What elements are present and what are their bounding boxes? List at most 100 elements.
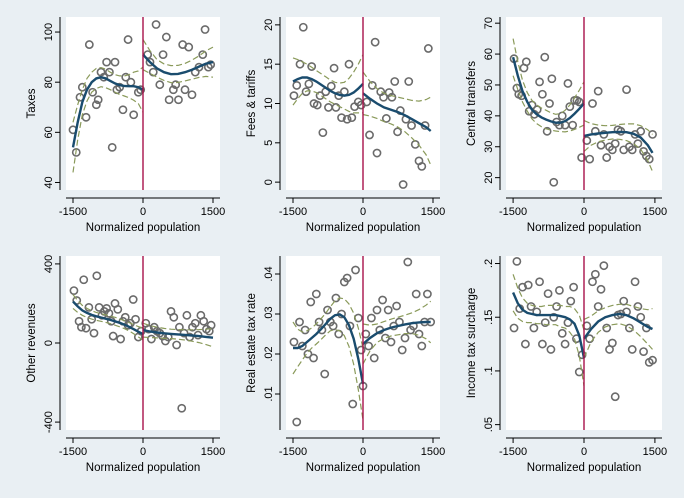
ci-upper-right	[142, 39, 214, 67]
data-point	[582, 136, 592, 145]
x-axis-title: Normalized population	[527, 462, 641, 474]
y-tick-label: 60	[483, 48, 495, 60]
data-point	[348, 399, 358, 409]
data-point	[599, 261, 609, 271]
data-point	[307, 62, 317, 71]
ci-lower-right	[362, 113, 432, 166]
ci-lower-left	[72, 307, 144, 341]
y-tick-label: .02	[263, 346, 275, 361]
data-point	[344, 59, 354, 69]
data-point	[403, 257, 413, 267]
data-point	[523, 280, 533, 290]
data-point	[590, 269, 600, 279]
ci-upper-left	[292, 297, 364, 349]
data-point	[557, 328, 567, 338]
data-point	[538, 339, 547, 349]
data-point	[312, 100, 322, 110]
data-point	[381, 114, 391, 123]
data-point	[89, 328, 99, 338]
x-tick-label: 0	[140, 446, 146, 458]
data-point	[366, 313, 376, 323]
y-tick-label: .1	[483, 366, 495, 375]
data-point	[301, 87, 311, 97]
ci-upper-left	[512, 38, 585, 115]
data-point	[292, 81, 302, 90]
ci-lower-left	[512, 310, 585, 387]
x-axis-title: Normalized population	[306, 222, 420, 234]
data-point	[180, 85, 190, 95]
x-tick-label: -1500	[59, 206, 87, 218]
data-point	[380, 333, 390, 343]
data-point	[529, 323, 539, 333]
data-point	[121, 72, 131, 82]
data-point	[411, 289, 421, 299]
data-point	[171, 80, 181, 90]
y-tick-label: 50	[483, 79, 495, 91]
data-point	[361, 329, 371, 339]
data-point	[543, 289, 553, 298]
data-point	[560, 339, 570, 349]
x-tick-label: 1500	[201, 206, 225, 218]
data-point	[393, 127, 402, 137]
data-point	[386, 337, 396, 347]
data-point	[81, 323, 91, 333]
fit-line-left	[72, 300, 144, 336]
data-point	[79, 275, 89, 285]
data-point	[151, 20, 161, 29]
y-tick-label: 20	[483, 172, 495, 184]
data-point	[182, 310, 192, 320]
data-point	[565, 102, 575, 111]
y-tick-label: 400	[43, 255, 55, 273]
ci-upper-right	[583, 303, 653, 320]
data-point	[369, 353, 379, 363]
data-point	[538, 89, 547, 99]
data-point	[372, 305, 382, 315]
data-point	[630, 277, 640, 287]
data-point	[566, 296, 576, 306]
fit-line-right	[583, 312, 653, 340]
data-point	[311, 289, 321, 299]
fit-line-right	[362, 92, 432, 132]
data-point	[174, 95, 183, 105]
data-point	[295, 317, 304, 327]
data-point	[107, 142, 117, 152]
data-point	[337, 113, 346, 123]
data-point	[88, 87, 97, 97]
data-point	[574, 97, 584, 107]
y-axis-title: Fees & tariffs	[246, 69, 258, 137]
ci-upper-right	[583, 119, 653, 135]
data-point	[342, 114, 352, 124]
y-tick-label: .04	[263, 266, 275, 281]
data-point	[155, 80, 165, 90]
data-point	[342, 273, 352, 283]
data-point	[328, 321, 338, 331]
data-point	[390, 77, 400, 86]
y-tick-label: .05	[483, 417, 495, 432]
data-point	[639, 347, 648, 356]
x-tick-label: 1500	[421, 446, 445, 458]
data-point	[323, 305, 332, 315]
data-point	[404, 77, 414, 86]
x-tick-label: 1500	[421, 206, 445, 218]
data-point	[555, 285, 564, 295]
data-point	[535, 277, 544, 287]
data-point	[602, 153, 612, 162]
data-point	[292, 417, 302, 427]
data-point	[542, 126, 552, 136]
data-point	[549, 177, 559, 187]
ci-lower-right	[583, 138, 654, 172]
x-tick-label: -1500	[499, 446, 527, 458]
data-point	[585, 154, 595, 164]
y-tick-label: .03	[263, 306, 275, 321]
ci-upper-left	[72, 66, 144, 123]
y-axis-title: Real estate tax rate	[246, 293, 258, 393]
data-point	[93, 95, 103, 105]
data-point	[545, 99, 554, 108]
data-point	[378, 295, 387, 305]
y-axis-title: Taxes	[26, 88, 38, 118]
ci-upper-right	[142, 322, 214, 331]
x-tick-label: 1500	[643, 446, 667, 458]
data-point	[309, 353, 318, 363]
data-point	[624, 323, 634, 333]
